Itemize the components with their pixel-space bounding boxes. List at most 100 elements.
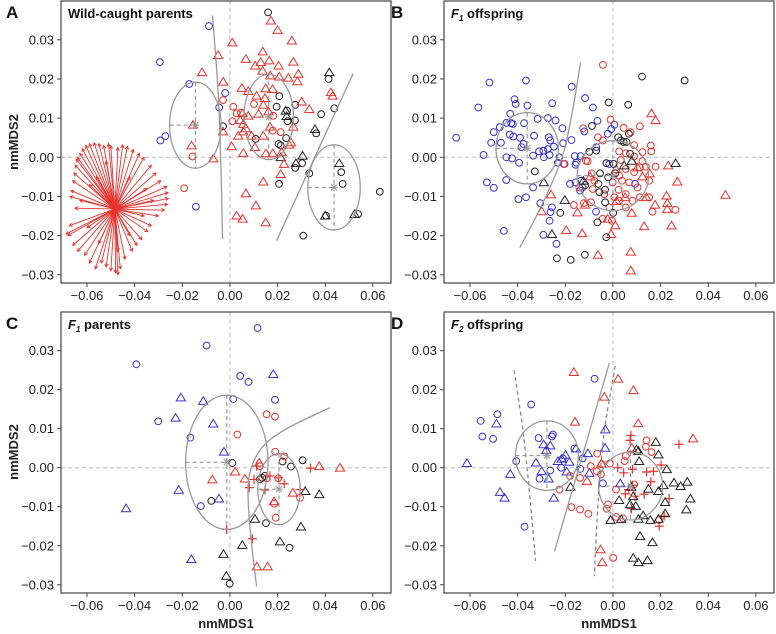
red-triangle-point [240, 188, 252, 198]
blue-circle-point [202, 341, 211, 350]
arrow-head [140, 213, 146, 218]
blue-triangle-point [543, 473, 555, 483]
red-triangle-point [249, 141, 261, 151]
y-tick-label: −0.03 [404, 267, 437, 282]
arrow-head [97, 142, 102, 148]
red-triangle-point [598, 391, 610, 401]
red-plus-point [664, 494, 674, 504]
y-tick-label: 0.00 [29, 150, 54, 165]
loading-arrow [70, 189, 116, 210]
red-circle-point [648, 207, 657, 216]
loading-arrow [104, 160, 116, 210]
red-circle-point [616, 156, 625, 164]
x-tick-label: 0.04 [313, 598, 338, 613]
red-triangle-point [631, 162, 643, 172]
blue-circle-point [530, 131, 538, 140]
x-tick-label: −0.06 [454, 288, 487, 303]
loading-arrow [74, 164, 116, 210]
red-plus-point [646, 477, 656, 487]
x-tick-label: −0.06 [71, 288, 104, 303]
panel-letter: B [391, 3, 403, 22]
blue-triangle-point [614, 478, 626, 488]
y-tick-label: −0.02 [21, 538, 54, 553]
arrow-shaft [110, 208, 116, 271]
arrow-head [115, 146, 120, 151]
loading-arrow [71, 208, 116, 247]
red-circle-point [569, 201, 578, 209]
y-axis-label: nmMDS2 [6, 424, 21, 480]
blue-triangle-point [499, 492, 511, 502]
y-tick-label: −0.03 [21, 577, 54, 592]
red-circle-point [599, 60, 607, 69]
red-circle-point [219, 96, 227, 104]
blue-circle-point [566, 180, 574, 188]
blue-triangle-point [560, 449, 572, 459]
arrow-head [84, 251, 88, 256]
arrow-shaft [84, 208, 116, 256]
panel-letter: C [6, 314, 18, 333]
loading-arrow [114, 208, 120, 253]
black-triangle-point [297, 150, 309, 160]
red-plus-point [648, 466, 658, 476]
red-triangle-point [278, 158, 290, 168]
arrow-head [130, 148, 135, 153]
loading-arrow [114, 208, 143, 241]
red-circle-point [615, 147, 624, 156]
red-circle-point [262, 410, 271, 419]
red-triangle-point [626, 207, 638, 217]
arrow-head [67, 232, 72, 237]
blue-triangle-point [552, 455, 564, 465]
arrow-head [113, 269, 118, 274]
arrow-shaft [114, 208, 117, 273]
black-circle-point [553, 254, 561, 263]
black-circle-point [592, 146, 601, 155]
red-circle-point [621, 190, 630, 198]
arrow-head [88, 184, 93, 189]
loading-arrow [114, 208, 160, 218]
arrow-head [163, 185, 168, 190]
red-triangle-point [303, 103, 315, 113]
arrow-shaft [93, 142, 116, 210]
y-tick-label: 0.01 [412, 111, 437, 126]
blue-triangle-point [538, 439, 550, 449]
panel-letter: A [6, 3, 18, 22]
blue-circle-point [576, 464, 585, 473]
black-triangle-point [632, 557, 644, 567]
black-triangle-point [633, 455, 645, 465]
blue-triangle-point [494, 486, 506, 496]
arrow-head [70, 189, 75, 194]
blue-circle-point [529, 151, 538, 160]
black-circle-point [228, 459, 237, 467]
x-tick-label: 0.04 [696, 288, 721, 303]
black-circle-point [588, 122, 596, 130]
arrow-head [157, 180, 162, 185]
discriminant-boundary [519, 62, 582, 249]
loading-arrow [79, 152, 116, 210]
arrow-shaft [114, 176, 131, 210]
arrow-head [144, 228, 149, 233]
arrow-shaft [100, 208, 116, 264]
arrow-head [138, 236, 143, 241]
y-tick-label: 0.01 [29, 111, 54, 126]
red-triangle-point [259, 92, 271, 103]
red-triangle-point [287, 121, 299, 131]
x-tick-label: 0.06 [360, 598, 385, 613]
blue-circle-point [508, 120, 517, 128]
red-triangle-point [268, 496, 280, 506]
arrow-head [115, 271, 120, 276]
black-triangle-point [634, 530, 646, 540]
title-italic-f: F [451, 6, 460, 21]
loading-arrow [78, 199, 115, 210]
x-tick-label: 0.06 [360, 288, 385, 303]
black-circle-point [602, 159, 611, 168]
red-circle-point [233, 430, 242, 439]
blue-circle-point [548, 99, 557, 108]
black-circle-point [624, 129, 633, 138]
blue-circle-point [520, 522, 529, 531]
red-triangle-point [581, 475, 593, 485]
black-triangle-point [642, 483, 654, 493]
red-triangle-point [579, 199, 591, 209]
black-circle-point [375, 187, 384, 196]
blue-circle-point [502, 176, 511, 184]
